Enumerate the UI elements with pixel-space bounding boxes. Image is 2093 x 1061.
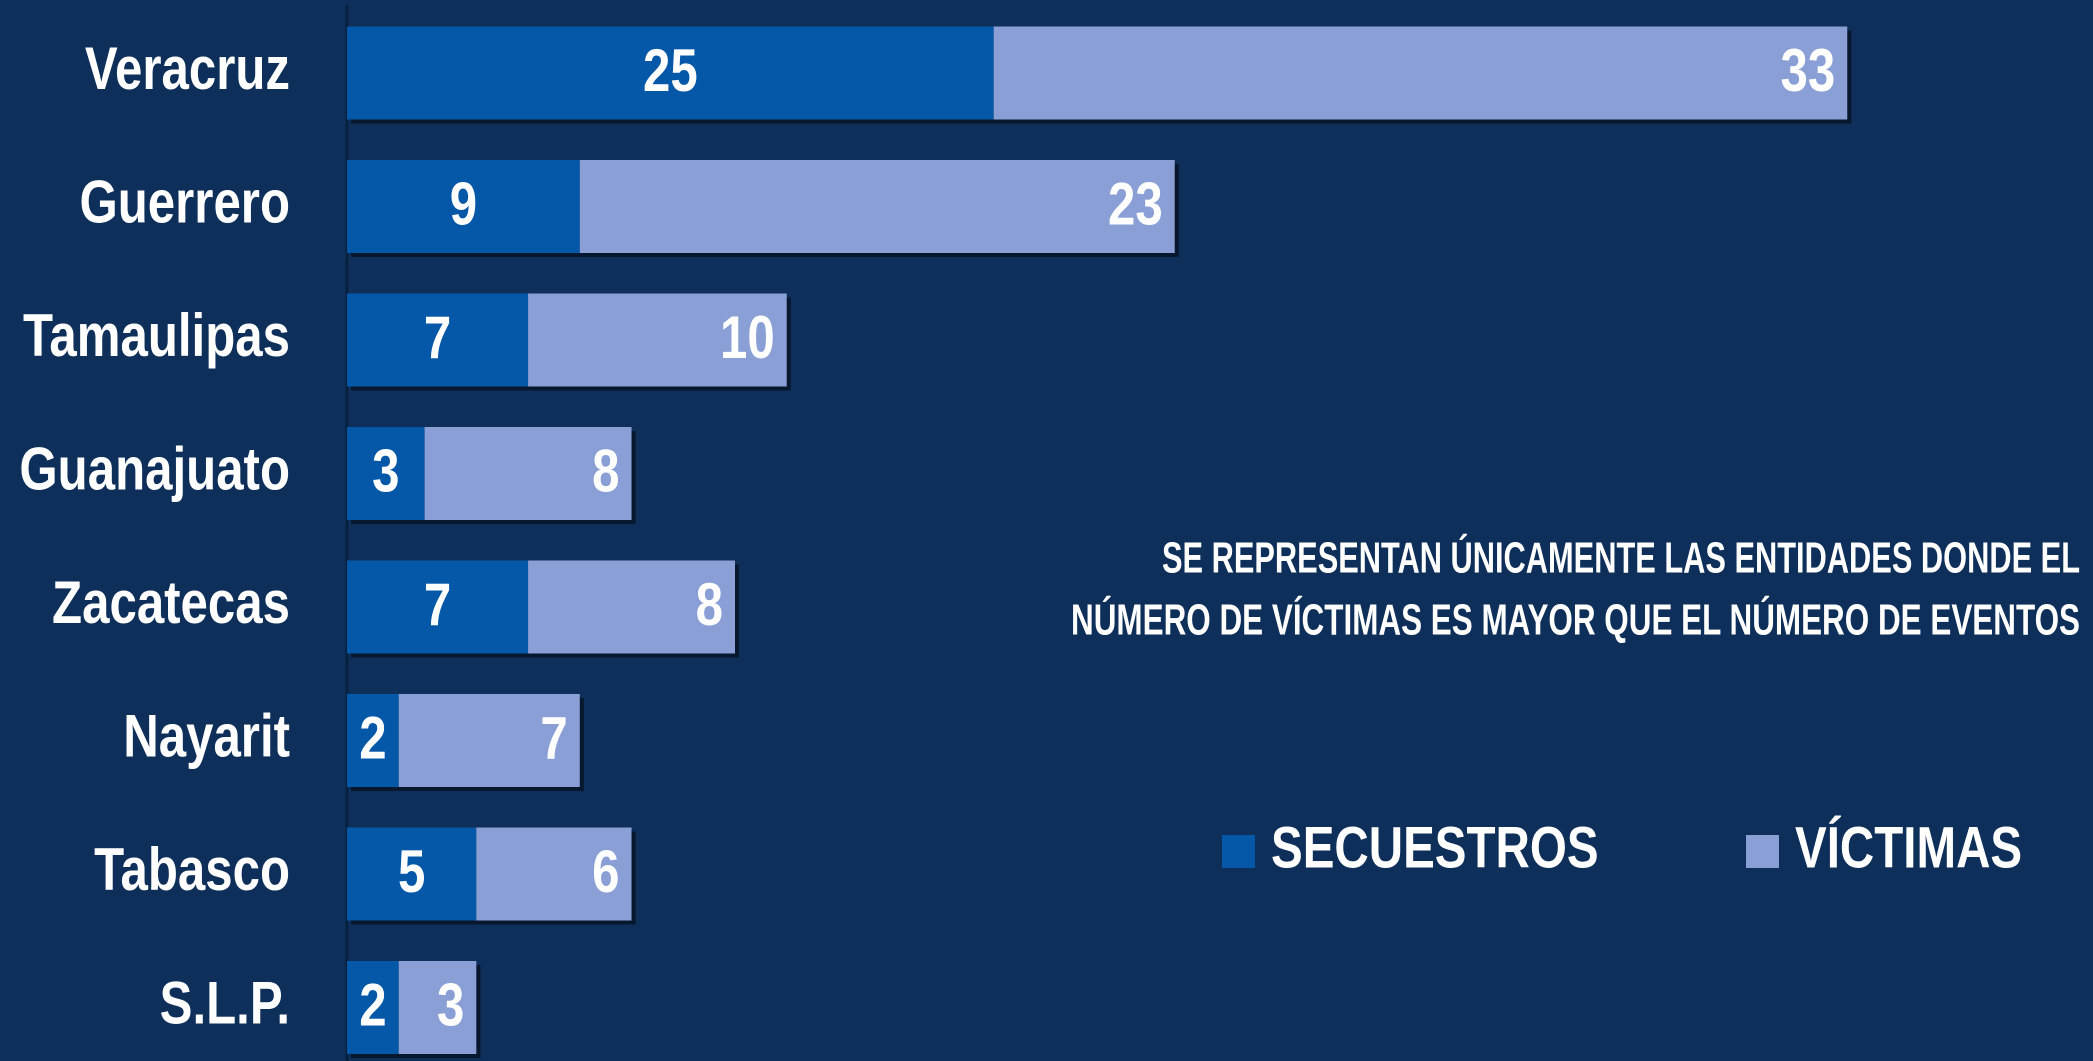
value-label: 10 — [720, 303, 775, 371]
bar — [528, 560, 735, 654]
bar — [424, 427, 632, 520]
annotation: SE REPRESENTAN ÚNICAMENTE LAS ENTIDADES … — [1162, 533, 2080, 583]
y-tick-label: Veracruz — [85, 34, 290, 102]
value-label: 2 — [359, 704, 386, 772]
bar — [347, 560, 529, 654]
value-label: 6 — [592, 837, 619, 905]
bar — [347, 961, 399, 1054]
value-label: 3 — [437, 971, 464, 1039]
value-label: 33 — [1781, 36, 1836, 104]
value-label: 8 — [592, 437, 619, 505]
bar — [347, 694, 399, 787]
value-label: 8 — [696, 570, 723, 638]
value-label: 7 — [540, 704, 567, 772]
y-tick-label: Tabasco — [94, 835, 290, 903]
bar — [347, 160, 580, 253]
bar — [347, 293, 529, 387]
value-label: 23 — [1108, 170, 1163, 238]
bar — [347, 26, 994, 120]
bar — [528, 293, 787, 387]
value-label: 5 — [398, 837, 425, 905]
value-label: 25 — [643, 36, 698, 104]
bar — [347, 427, 425, 520]
value-label: 3 — [372, 437, 399, 505]
y-tick-label: S.L.P. — [160, 969, 290, 1037]
legend-label: SECUESTROS — [1271, 816, 1599, 881]
value-label: 7 — [424, 570, 451, 638]
bar — [579, 160, 1175, 253]
bar — [398, 961, 477, 1054]
bar — [993, 26, 1848, 120]
y-tick-label: Nayarit — [123, 702, 290, 770]
y-tick-label: Tamaulipas — [23, 301, 290, 369]
value-label: 2 — [359, 971, 386, 1039]
value-label: 7 — [424, 303, 451, 371]
bar — [347, 827, 477, 921]
y-tick-label: Zacatecas — [52, 568, 290, 636]
y-tick-label: Guanajuato — [19, 435, 290, 503]
legend-swatch — [1746, 835, 1779, 868]
y-tick-label: Guerrero — [79, 168, 290, 236]
annotation: NÚMERO DE VÍCTIMAS ES MAYOR QUE EL NÚMER… — [1071, 595, 2080, 645]
value-label: 9 — [450, 170, 477, 238]
bar — [398, 694, 580, 787]
legend-swatch — [1222, 835, 1255, 868]
legend-label: VÍCTIMAS — [1795, 815, 2022, 881]
bar — [476, 827, 632, 921]
